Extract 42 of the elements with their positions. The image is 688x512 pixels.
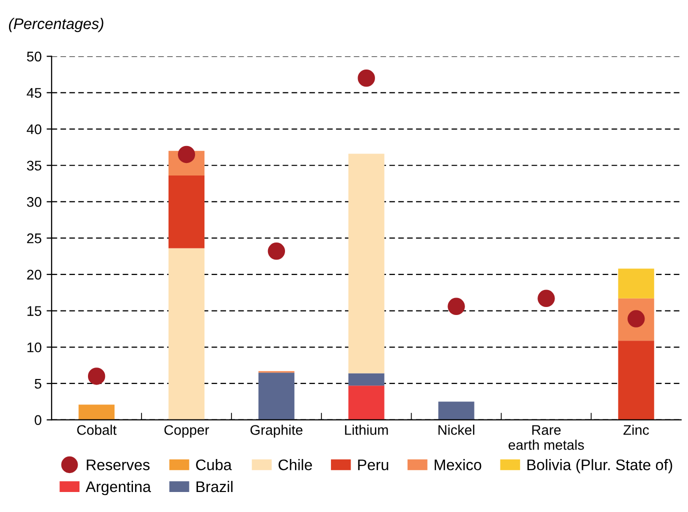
point — [358, 70, 375, 87]
bar — [618, 268, 654, 298]
legend-label: Brazil — [196, 480, 232, 492]
x-tick-label: Copper — [164, 425, 210, 438]
point — [88, 368, 106, 385]
bar — [78, 404, 115, 420]
y-tick-label: 25 — [27, 233, 42, 244]
bar — [348, 386, 384, 420]
y-tick-label: 35 — [26, 160, 42, 171]
bar — [348, 154, 384, 374]
x-tick-label: Nickel — [438, 424, 474, 435]
bar — [348, 373, 384, 386]
x-tick-label: Cobalt — [77, 424, 117, 435]
y-tick-label: 10 — [27, 342, 42, 352]
bar — [438, 402, 474, 420]
bar — [618, 340, 654, 420]
bar — [168, 248, 204, 420]
legend-label: Mexico — [434, 459, 482, 470]
point — [448, 298, 465, 316]
bar — [258, 372, 294, 420]
chart-title: (Percentages) — [8, 18, 104, 32]
y-tick-label: 45 — [26, 88, 42, 98]
y-tick-label: 40 — [26, 124, 42, 134]
y-tick-label: 50 — [26, 52, 42, 62]
point — [538, 290, 555, 308]
y-tick-label: 0 — [34, 415, 42, 426]
legend-label: Bolivia (Plur. State of) — [527, 459, 672, 474]
point — [268, 242, 286, 260]
legend-label: Cuba — [196, 459, 232, 470]
legend-label: Chile — [278, 459, 312, 470]
x-tick-label: Lithium — [345, 424, 388, 435]
x-tick-label: Rare earth metals — [508, 425, 584, 450]
bar — [168, 176, 204, 248]
y-tick-label: 20 — [27, 270, 42, 280]
legend-label: Peru — [358, 460, 388, 470]
y-tick-label: 15 — [27, 306, 42, 316]
x-tick-label: Graphite — [250, 424, 302, 438]
x-tick-label: Zinc — [623, 424, 649, 435]
y-tick-label: 5 — [34, 378, 42, 389]
legend-label: Reserves — [86, 460, 150, 470]
legend-label: Argentina — [86, 480, 151, 496]
y-tick-label: 30 — [26, 197, 42, 207]
